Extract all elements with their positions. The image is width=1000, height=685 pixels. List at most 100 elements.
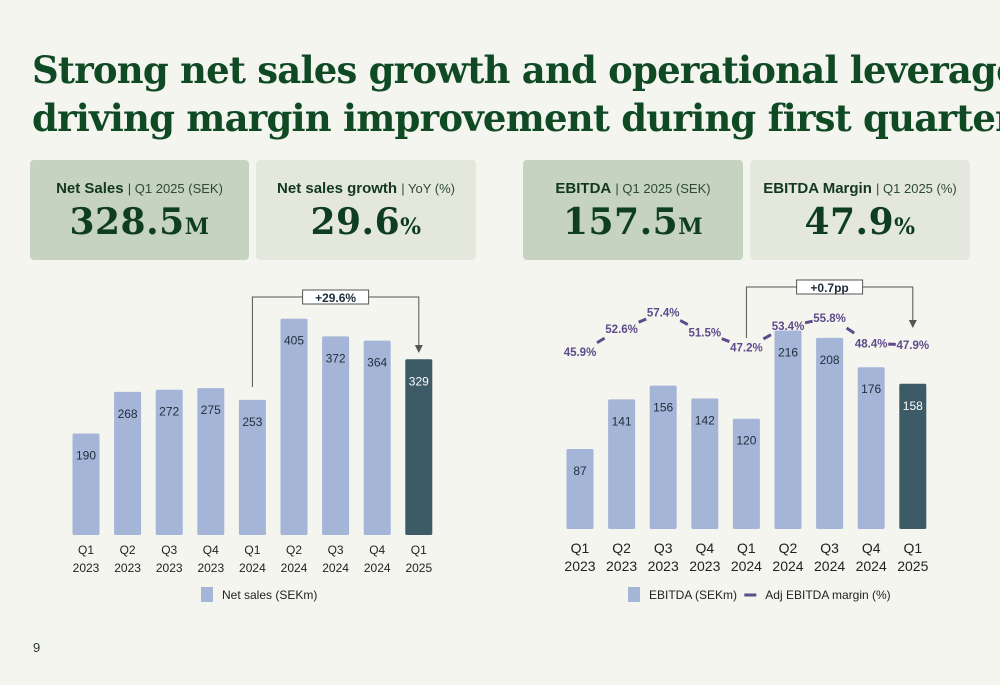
growth-arrowhead <box>908 320 917 328</box>
data-label: 216 <box>778 345 798 359</box>
bar <box>691 398 719 529</box>
kpi-unit: M <box>184 214 210 240</box>
data-label: 272 <box>159 405 179 419</box>
margin-label: 52.6% <box>605 324 638 336</box>
tick-label-quarter: Q1 <box>737 540 756 556</box>
page-number: 9 <box>33 640 41 655</box>
tick-label-quarter: Q4 <box>695 540 714 556</box>
kpi-value: 29.6 <box>310 201 401 243</box>
tick-label-year: 2024 <box>322 561 349 575</box>
kpi-sublabel: | Q1 2025 (SEK) <box>127 181 223 196</box>
bar <box>238 399 266 535</box>
growth-label: +29.6% <box>315 291 356 305</box>
tick-label-year: 2023 <box>114 561 141 575</box>
bar <box>857 367 885 529</box>
data-label: 364 <box>367 356 387 370</box>
kpi-value: 47.9 <box>804 201 895 243</box>
tick-label-quarter: Q2 <box>120 543 136 557</box>
tick-label-quarter: Q2 <box>612 540 631 556</box>
data-label: 87 <box>573 464 587 478</box>
kpi-unit: M <box>678 214 704 240</box>
margin-label: 45.9% <box>564 347 597 359</box>
page-title-line-1: Strong net sales growth and operational … <box>32 48 1000 92</box>
tick-label-quarter: Q4 <box>862 540 881 556</box>
bar <box>899 383 927 529</box>
margin-line-segment <box>596 336 606 345</box>
tick-label-year: 2024 <box>772 558 803 574</box>
page-title-line-2: driving margin improvement during first … <box>32 96 1000 140</box>
tick-label-quarter: Q4 <box>203 543 219 557</box>
tick-label-quarter: Q1 <box>903 540 922 556</box>
margin-label: 48.4% <box>855 338 888 350</box>
kpi-sublabel: | Q1 2025 (%) <box>876 181 957 196</box>
tick-label-year: 2023 <box>73 561 100 575</box>
tick-label-year: 2024 <box>814 558 845 574</box>
kpi-card-net-sales-growth: Net sales growth | YoY (%) 29.6% <box>256 160 476 260</box>
data-label: 142 <box>695 413 715 427</box>
legend-label: Net sales (SEKm) <box>222 588 317 602</box>
kpi-sublabel: | YoY (%) <box>401 181 455 196</box>
margin-label: 47.9% <box>896 340 929 352</box>
tick-label-year: 2024 <box>364 561 391 575</box>
kpi-unit: % <box>894 214 916 240</box>
page-title: Strong net sales growth and operational … <box>32 46 1000 142</box>
bar <box>816 337 844 529</box>
bar <box>405 359 433 535</box>
data-label: 176 <box>861 382 881 396</box>
data-label: 208 <box>820 353 840 367</box>
tick-label-year: 2023 <box>606 558 637 574</box>
bar <box>72 433 100 535</box>
kpi-value: 157.5 <box>562 201 679 243</box>
margin-line-segment <box>762 333 772 341</box>
data-label: 275 <box>201 403 221 417</box>
data-label: 405 <box>284 334 304 348</box>
data-label: 268 <box>118 407 138 421</box>
tick-label-quarter: Q3 <box>820 540 839 556</box>
bar <box>732 418 760 529</box>
kpi-label: Net Sales <box>56 180 124 197</box>
tick-label-quarter: Q4 <box>369 543 385 557</box>
margin-line-segment <box>638 317 647 324</box>
tick-label-year: 2023 <box>197 561 224 575</box>
legend-bar-swatch <box>628 587 640 602</box>
data-label: 156 <box>653 401 673 415</box>
tick-label-year: 2025 <box>897 558 928 574</box>
bar <box>363 340 391 535</box>
tick-label-year: 2023 <box>156 561 183 575</box>
margin-line-segment <box>679 319 689 326</box>
growth-arrowhead <box>414 345 423 353</box>
kpi-card-ebitda: EBITDA | Q1 2025 (SEK) 157.5M <box>523 160 743 260</box>
data-label: 253 <box>242 415 262 429</box>
tick-label-quarter: Q3 <box>161 543 177 557</box>
margin-line-segment <box>721 337 730 343</box>
tick-label-quarter: Q1 <box>244 543 260 557</box>
tick-label-quarter: Q1 <box>411 543 427 557</box>
kpi-unit: % <box>400 214 422 240</box>
kpi-label: Net sales growth <box>277 180 398 197</box>
legend-label: Adj EBITDA margin (%) <box>765 588 890 602</box>
tick-label-quarter: Q2 <box>779 540 798 556</box>
bar <box>608 399 636 529</box>
margin-label: 47.2% <box>730 343 763 355</box>
growth-label-box <box>796 279 864 295</box>
margin-line-segment <box>845 326 856 335</box>
bar <box>649 385 677 529</box>
bar <box>114 391 142 535</box>
bar <box>155 389 183 535</box>
margin-line-segment <box>804 319 813 325</box>
margin-label: 53.4% <box>772 321 805 333</box>
data-label: 190 <box>76 449 96 463</box>
growth-label-box <box>302 289 370 305</box>
tick-label-quarter: Q3 <box>654 540 673 556</box>
data-label: 120 <box>736 434 756 448</box>
margin-label: 51.5% <box>688 328 721 340</box>
data-label: 329 <box>409 374 429 388</box>
bar <box>197 388 225 535</box>
kpi-sublabel: | Q1 2025 (SEK) <box>615 181 711 196</box>
kpi-label: EBITDA Margin <box>763 180 872 197</box>
kpi-value: 328.5 <box>69 201 185 243</box>
kpi-card-net-sales: Net Sales | Q1 2025 (SEK) 328.5M <box>30 160 249 260</box>
tick-label-year: 2024 <box>731 558 762 574</box>
legend-bar-swatch <box>201 587 213 602</box>
